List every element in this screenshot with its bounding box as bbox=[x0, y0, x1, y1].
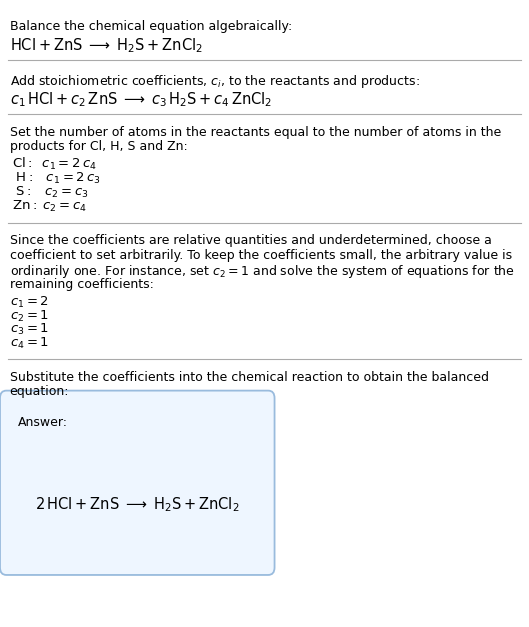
Text: Substitute the coefficients into the chemical reaction to obtain the balanced: Substitute the coefficients into the che… bbox=[10, 371, 488, 384]
Text: ordinarily one. For instance, set $c_2 = 1$ and solve the system of equations fo: ordinarily one. For instance, set $c_2 =… bbox=[10, 263, 515, 280]
FancyBboxPatch shape bbox=[0, 391, 275, 575]
Text: $c_3 = 1$: $c_3 = 1$ bbox=[10, 322, 49, 337]
Text: Balance the chemical equation algebraically:: Balance the chemical equation algebraica… bbox=[10, 20, 292, 33]
Text: coefficient to set arbitrarily. To keep the coefficients small, the arbitrary va: coefficient to set arbitrarily. To keep … bbox=[10, 249, 512, 262]
Text: $c_4 = 1$: $c_4 = 1$ bbox=[10, 336, 49, 351]
Text: remaining coefficients:: remaining coefficients: bbox=[10, 278, 153, 291]
Text: Since the coefficients are relative quantities and underdetermined, choose a: Since the coefficients are relative quan… bbox=[10, 234, 491, 248]
Text: equation:: equation: bbox=[10, 385, 69, 398]
Text: Answer:: Answer: bbox=[18, 416, 68, 429]
Text: $\;\mathrm{H{:}}\;\;\; c_1 = 2\,c_3$: $\;\mathrm{H{:}}\;\;\; c_1 = 2\,c_3$ bbox=[12, 171, 101, 186]
Text: Set the number of atoms in the reactants equal to the number of atoms in the: Set the number of atoms in the reactants… bbox=[10, 126, 501, 139]
Text: $\;\mathrm{S{:}}\;\;\; c_2 = c_3$: $\;\mathrm{S{:}}\;\;\; c_2 = c_3$ bbox=[12, 185, 89, 200]
Text: $\mathrm{Cl{:}}\;\; c_1 = 2\,c_4$: $\mathrm{Cl{:}}\;\; c_1 = 2\,c_4$ bbox=[12, 156, 97, 172]
Text: Add stoichiometric coefficients, $c_i$, to the reactants and products:: Add stoichiometric coefficients, $c_i$, … bbox=[10, 73, 419, 90]
Text: $\mathrm{Zn{:}}\; c_2 = c_4$: $\mathrm{Zn{:}}\; c_2 = c_4$ bbox=[12, 199, 87, 214]
Text: $c_2 = 1$: $c_2 = 1$ bbox=[10, 308, 49, 324]
Text: $c_1 = 2$: $c_1 = 2$ bbox=[10, 295, 49, 310]
Text: $\mathrm{HCl + ZnS} \;\longrightarrow\; \mathrm{H_2S + ZnCl_2}$: $\mathrm{HCl + ZnS} \;\longrightarrow\; … bbox=[10, 36, 203, 55]
Text: $c_1\,\mathrm{HCl} + c_2\,\mathrm{ZnS} \;\longrightarrow\; c_3\,\mathrm{H_2S} + : $c_1\,\mathrm{HCl} + c_2\,\mathrm{ZnS} \… bbox=[10, 90, 272, 109]
Text: products for Cl, H, S and Zn:: products for Cl, H, S and Zn: bbox=[10, 140, 187, 154]
Text: $2\,\mathrm{HCl + ZnS} \;\longrightarrow\; \mathrm{H_2S + ZnCl_2}$: $2\,\mathrm{HCl + ZnS} \;\longrightarrow… bbox=[35, 495, 240, 514]
